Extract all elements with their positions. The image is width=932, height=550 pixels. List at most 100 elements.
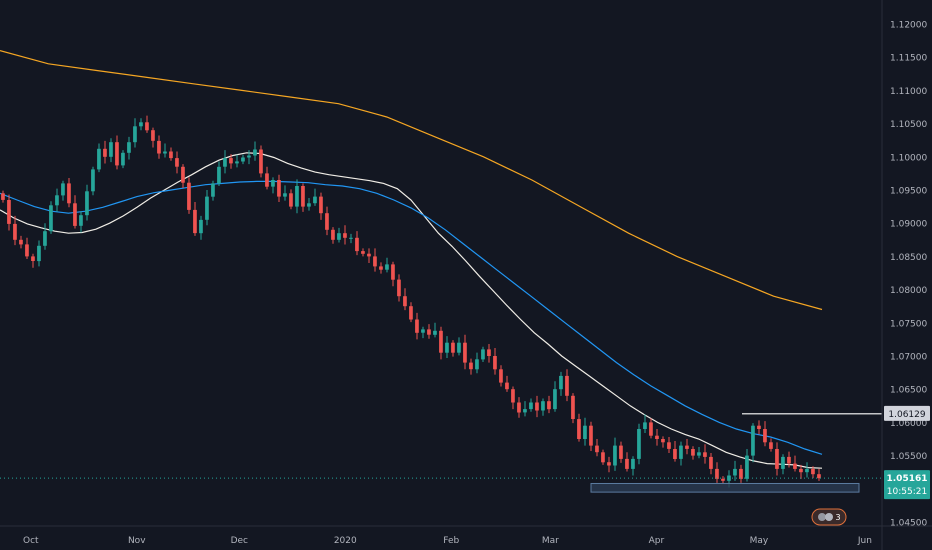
candle xyxy=(739,464,743,483)
candle xyxy=(769,438,773,452)
event-flag-icon xyxy=(825,513,833,521)
candle xyxy=(691,446,695,460)
price-tick-label: 1.09000 xyxy=(890,220,927,230)
candle xyxy=(331,227,335,244)
price-tick-label: 1.11500 xyxy=(890,54,927,64)
candle xyxy=(115,135,119,170)
candle xyxy=(817,468,821,481)
annotations xyxy=(0,413,882,493)
price-tick-label: 1.09500 xyxy=(890,187,927,197)
candle xyxy=(493,348,497,375)
candle xyxy=(781,454,785,475)
price-tick-label: 1.05500 xyxy=(890,452,927,462)
candle xyxy=(547,395,551,414)
candle xyxy=(559,371,563,396)
candle xyxy=(571,393,575,424)
candle xyxy=(283,185,287,201)
moving-averages xyxy=(0,50,823,469)
candle xyxy=(751,423,755,463)
candle xyxy=(259,145,263,178)
candle xyxy=(19,235,23,249)
candle xyxy=(421,326,425,339)
time-tick-label: Mar xyxy=(542,536,559,546)
candle xyxy=(37,240,41,267)
candle xyxy=(319,192,323,220)
price-tick-label: 1.12000 xyxy=(890,21,927,31)
candle xyxy=(49,201,53,234)
resistance-price-text: 1.06129 xyxy=(888,410,925,420)
candle xyxy=(73,195,77,229)
candle xyxy=(631,456,635,476)
candle xyxy=(589,421,593,451)
moving-average-line-3 xyxy=(0,50,823,311)
candle xyxy=(397,274,401,302)
candle xyxy=(7,194,11,231)
time-tick-label: Apr xyxy=(649,536,665,546)
candle xyxy=(229,154,233,169)
candle xyxy=(223,150,227,174)
candle xyxy=(55,188,59,212)
candle xyxy=(349,233,353,244)
candle xyxy=(247,150,251,165)
candle xyxy=(289,189,293,210)
candle xyxy=(43,223,47,250)
candle xyxy=(445,336,449,358)
candle xyxy=(703,444,707,464)
candle xyxy=(109,138,113,163)
event-count-text: 3 xyxy=(835,513,840,522)
candle xyxy=(343,225,347,245)
candle xyxy=(583,417,587,446)
price-tick-label: 1.10000 xyxy=(890,153,927,163)
candle xyxy=(733,460,737,481)
candle xyxy=(151,127,155,148)
time-tick-label: Oct xyxy=(23,536,39,546)
candle xyxy=(775,442,779,476)
candle xyxy=(745,448,749,482)
candle xyxy=(181,164,185,189)
support-zone-rectangle[interactable] xyxy=(590,482,860,493)
candle xyxy=(511,386,515,410)
time-axis[interactable]: Oct Nov Dec 2020 Feb Mar Apr May Jun xyxy=(23,536,872,546)
price-tick-label: 1.07000 xyxy=(890,353,927,363)
candle xyxy=(361,248,365,257)
candle xyxy=(529,398,533,412)
candle xyxy=(391,261,395,287)
candle xyxy=(367,248,371,264)
price-axis[interactable]: 1.12000 1.11500 1.11000 1.10500 1.10000 1.095… xyxy=(890,21,927,529)
candle xyxy=(553,381,557,412)
candle xyxy=(613,437,617,471)
candle xyxy=(667,437,671,453)
candle xyxy=(175,151,179,174)
candle xyxy=(541,398,545,416)
candle xyxy=(577,413,581,442)
candle xyxy=(619,441,623,463)
price-tick-label: 1.10500 xyxy=(890,120,927,130)
last-price-tag xyxy=(884,470,930,500)
candle xyxy=(649,418,653,439)
event-markers[interactable]: 3 xyxy=(811,508,847,526)
time-tick-label: Feb xyxy=(443,536,459,546)
price-tick-label: 1.07500 xyxy=(890,319,927,329)
resistance-price-tag xyxy=(884,405,930,421)
candle xyxy=(643,414,647,434)
candle xyxy=(673,440,677,462)
candle xyxy=(271,177,275,194)
candlesticks xyxy=(1,115,821,488)
event-flag-icon xyxy=(818,513,826,521)
candle xyxy=(193,201,197,236)
candle xyxy=(505,375,509,392)
candle xyxy=(91,166,95,196)
candle xyxy=(205,190,209,226)
candle xyxy=(217,161,221,187)
candle xyxy=(805,462,809,478)
candle xyxy=(535,395,539,418)
candle xyxy=(709,452,713,475)
candle xyxy=(373,248,377,272)
candle xyxy=(325,206,329,236)
candle xyxy=(13,215,17,246)
candle xyxy=(565,369,569,402)
candle xyxy=(67,178,71,208)
candle xyxy=(787,451,791,468)
